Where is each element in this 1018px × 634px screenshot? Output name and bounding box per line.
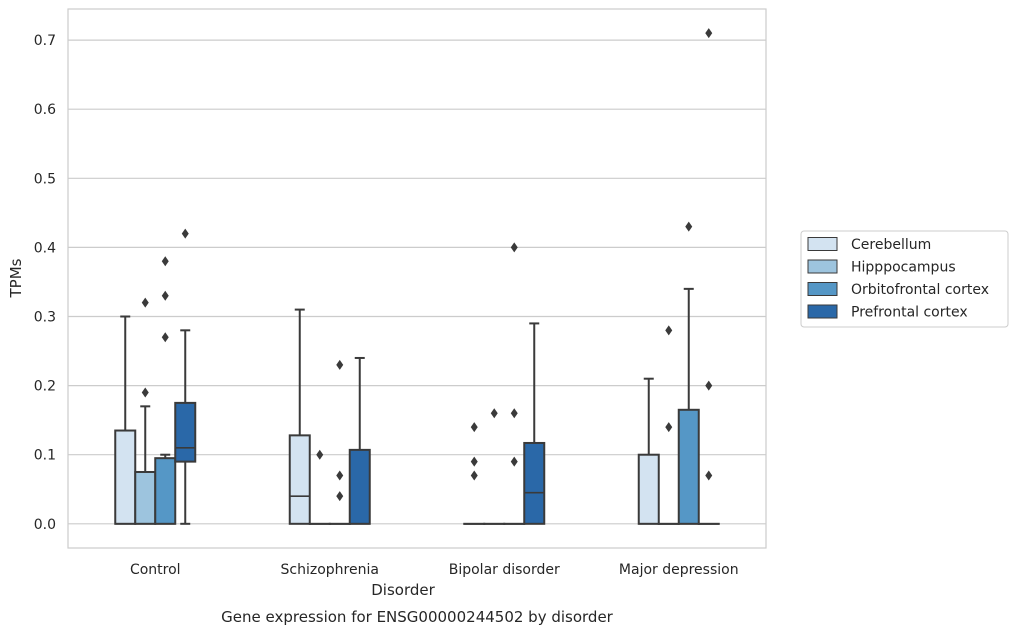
outlier-point [705, 380, 713, 391]
x-tick-label: Major depression [619, 562, 739, 578]
x-tick-label: Bipolar disorder [449, 562, 560, 578]
x-tick-label: Schizophrenia [281, 562, 379, 578]
box-orbitofrontal-cortex [328, 359, 351, 525]
box-iqr [134, 470, 157, 525]
box-hipppocampus [308, 449, 331, 525]
outlier-point [181, 228, 189, 239]
outlier-point [161, 256, 169, 267]
outlier-point [510, 408, 518, 419]
outlier-point [161, 332, 169, 343]
box-cerebellum [463, 422, 486, 525]
y-tick-label: 0.3 [34, 310, 56, 326]
outlier-point [316, 449, 324, 460]
outlier-point [161, 290, 169, 301]
outlier-point [141, 387, 149, 398]
box-orbitofrontal-cortex [677, 221, 700, 525]
outlier-point [705, 28, 713, 39]
outlier-point [336, 470, 344, 481]
legend-swatch [807, 259, 838, 274]
legend-swatch [807, 304, 838, 319]
legend-frame [800, 230, 1009, 328]
outlier-point [336, 491, 344, 502]
x-tick-label: Control [130, 562, 181, 578]
box-hipppocampus [657, 325, 680, 525]
outlier-point [470, 422, 478, 433]
box-prefrontal-cortex [523, 322, 546, 525]
y-tick-label: 0.4 [34, 240, 56, 256]
outlier-point [685, 221, 693, 232]
box-iqr [677, 408, 700, 525]
box-iqr [174, 401, 197, 463]
box-orbitofrontal-cortex [503, 242, 526, 525]
y-tick-label: 0.6 [34, 102, 56, 118]
gridlines [68, 39, 766, 525]
box-iqr [523, 441, 546, 525]
legend: Cerebellum Hipppocampus Orbitofrontal cort… [800, 230, 1009, 328]
outlier-point [470, 470, 478, 481]
y-tick-label: 0.0 [34, 517, 56, 533]
plot-area-frame [67, 8, 767, 549]
y-tick-label: 0.1 [34, 448, 56, 464]
y-tick-label: 0.2 [34, 379, 56, 395]
y-axis-ticks: 0.0 0.1 0.2 0.3 0.4 0.5 0.6 0.7 [34, 33, 56, 533]
box-hipppocampus [483, 408, 506, 525]
legend-swatch [807, 237, 838, 251]
box-cerebellum [114, 315, 137, 525]
legend-label: Cerebellum [851, 237, 931, 253]
box-iqr [154, 457, 177, 525]
box-prefrontal-cortex [697, 28, 720, 525]
box-prefrontal-cortex [348, 356, 371, 525]
x-axis-label: Disorder [371, 581, 435, 599]
y-tick-label: 0.7 [34, 33, 56, 49]
x-axis-ticks: Control Schizophrenia Bipolar disorder Majo… [130, 562, 739, 578]
box-cerebellum [637, 377, 660, 525]
outlier-point [510, 242, 518, 253]
box-iqr [114, 429, 137, 525]
y-tick-label: 0.5 [34, 171, 56, 187]
box-cerebellum [288, 308, 311, 525]
box-orbitofrontal-cortex [154, 256, 177, 525]
outlier-point [336, 359, 344, 370]
outlier-point [705, 470, 713, 481]
box-iqr [288, 434, 311, 525]
figure-caption: Gene expression for ENSG00000244502 by d… [221, 608, 614, 626]
outlier-point [665, 422, 673, 433]
outlier-point [510, 456, 518, 467]
box-iqr [348, 448, 371, 525]
box-hipppocampus [134, 297, 157, 525]
legend-label: Orbitofrontal cortex [851, 282, 989, 298]
box-iqr [637, 453, 660, 525]
outlier-point [490, 408, 498, 419]
y-axis-label: TPMs [7, 258, 25, 298]
box-prefrontal-cortex [174, 228, 197, 525]
legend-swatch [807, 282, 838, 296]
outlier-point [470, 456, 478, 467]
outlier-point [665, 325, 673, 336]
boxes [114, 28, 720, 525]
outlier-point [141, 297, 149, 308]
legend-label: Hipppocampus [851, 260, 956, 276]
legend-label: Prefrontal cortex [851, 305, 968, 321]
